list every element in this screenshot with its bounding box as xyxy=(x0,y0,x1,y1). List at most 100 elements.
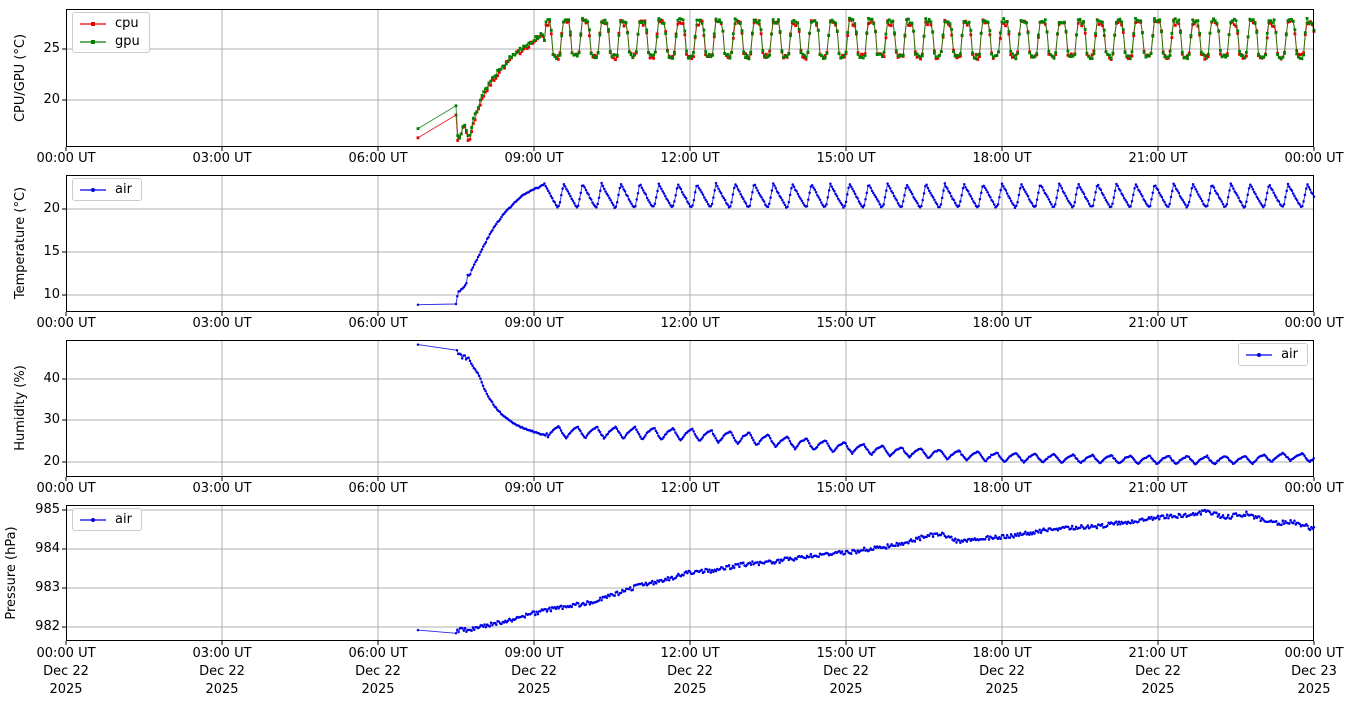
x-tick-label: 09:00 UT Dec 22 2025 xyxy=(489,645,579,699)
x-tick-label: 00:00 UT xyxy=(36,316,96,331)
series-markers-air xyxy=(416,508,1316,635)
x-tick-label: 15:00 UT xyxy=(816,316,876,331)
x-tick-label: 15:00 UT xyxy=(816,151,876,166)
x-tick-date: Dec 22 xyxy=(355,664,401,679)
x-tick-label: 12:00 UT xyxy=(660,316,720,331)
y-axis-label-cpu-gpu: CPU/GPU (°C) xyxy=(13,33,28,123)
x-tick-label: 21:00 UT Dec 22 2025 xyxy=(1113,645,1203,699)
x-tick-date: Dec 23 xyxy=(1291,664,1337,679)
x-tick-year: 2025 xyxy=(517,682,551,697)
x-tick-year: 2025 xyxy=(829,682,863,697)
x-tick-label: 12:00 UT xyxy=(660,481,720,496)
x-tick-label: 00:00 UT xyxy=(36,151,96,166)
x-tick-year: 2025 xyxy=(673,682,707,697)
x-tick-time: 03:00 UT xyxy=(192,646,252,661)
y-tick-label: 982 xyxy=(35,618,60,634)
x-tick-label: 00:00 UT Dec 23 2025 xyxy=(1269,645,1355,699)
legend-entry-gpu: gpu xyxy=(78,34,140,49)
x-tick-label: 21:00 UT xyxy=(1128,316,1188,331)
x-tick-time: 06:00 UT xyxy=(348,646,408,661)
y-tick-label: 984 xyxy=(35,540,60,556)
y-tick-label: 985 xyxy=(35,501,60,517)
axes-frame xyxy=(66,175,1314,312)
legend-label: gpu xyxy=(115,34,140,49)
series-markers-air xyxy=(416,181,1316,306)
y-tick-label: 40 xyxy=(43,370,60,386)
y-axis-label-humidity: Humidity (%) xyxy=(13,365,28,451)
x-tick-label: 09:00 UT xyxy=(504,151,564,166)
y-axis-label-temperature: Temperature (°C) xyxy=(13,186,28,300)
legend-entry-air: air xyxy=(1244,347,1298,362)
legend-marker-air xyxy=(80,517,106,522)
legend-marker-air xyxy=(80,187,106,192)
chart-canvas-humidity xyxy=(62,340,1315,481)
plot-area-temperature: air xyxy=(62,175,1316,316)
legend-label: air xyxy=(115,512,132,527)
x-tick-label: 00:00 UT xyxy=(1284,316,1344,331)
x-tick-year: 2025 xyxy=(985,682,1019,697)
x-tick-label: 09:00 UT xyxy=(504,481,564,496)
series-markers-gpu xyxy=(416,16,1316,140)
x-tick-label: 03:00 UT xyxy=(192,151,252,166)
x-tick-label: 21:00 UT xyxy=(1128,481,1188,496)
x-tick-label: 12:00 UT Dec 22 2025 xyxy=(645,645,735,699)
y-tick-label: 20 xyxy=(43,454,60,470)
legend-humidity: air xyxy=(1238,343,1308,366)
x-tick-date: Dec 22 xyxy=(511,664,557,679)
y-tick-label: 20 xyxy=(43,201,60,217)
x-tick-label: 18:00 UT Dec 22 2025 xyxy=(957,645,1047,699)
x-tick-label: 06:00 UT xyxy=(348,481,408,496)
x-tick-year: 2025 xyxy=(1297,682,1331,697)
x-tick-year: 2025 xyxy=(49,682,83,697)
legend-entry-air: air xyxy=(78,512,132,527)
x-tick-label: 06:00 UT xyxy=(348,316,408,331)
x-tick-time: 00:00 UT xyxy=(36,646,96,661)
x-tick-label: 00:00 UT xyxy=(36,481,96,496)
chart-canvas-pressure xyxy=(62,505,1316,645)
series-markers-air xyxy=(416,343,1315,466)
x-tick-label: 03:00 UT xyxy=(192,316,252,331)
x-tick-label: 06:00 UT Dec 22 2025 xyxy=(333,645,423,699)
x-tick-label: 18:00 UT xyxy=(972,481,1032,496)
series-line-gpu xyxy=(417,16,1315,140)
x-tick-year: 2025 xyxy=(361,682,395,697)
x-tick-year: 2025 xyxy=(1141,682,1175,697)
x-tick-label: 18:00 UT xyxy=(972,316,1032,331)
legend-entry-cpu: cpu xyxy=(78,16,140,31)
x-tick-date: Dec 22 xyxy=(979,664,1025,679)
x-tick-label: 21:00 UT xyxy=(1128,151,1188,166)
x-tick-date: Dec 22 xyxy=(1135,664,1181,679)
y-tick-label: 15 xyxy=(43,244,60,260)
x-tick-label: 09:00 UT xyxy=(504,316,564,331)
y-tick-label: 30 xyxy=(43,412,60,428)
legend-cpu-gpu-temperature: cpu gpu xyxy=(72,12,150,53)
series-line-air xyxy=(417,509,1315,634)
y-tick-label: 983 xyxy=(35,579,60,595)
x-tick-time: 18:00 UT xyxy=(972,646,1032,661)
x-tick-year: 2025 xyxy=(205,682,239,697)
x-tick-label: 12:00 UT xyxy=(660,151,720,166)
x-tick-time: 00:00 UT xyxy=(1284,646,1344,661)
plot-area-cpu-gpu: cpu gpu xyxy=(62,9,1316,151)
legend-label: cpu xyxy=(115,16,139,31)
x-tick-time: 09:00 UT xyxy=(504,646,564,661)
x-tick-label: 15:00 UT Dec 22 2025 xyxy=(801,645,891,699)
chart-canvas-cpu-gpu-temperature xyxy=(62,9,1316,151)
x-tick-time: 15:00 UT xyxy=(816,646,876,661)
x-tick-label: 00:00 UT Dec 22 2025 xyxy=(21,645,111,699)
x-tick-date: Dec 22 xyxy=(43,664,89,679)
x-tick-date: Dec 22 xyxy=(199,664,245,679)
y-tick-label: 25 xyxy=(43,40,60,56)
x-tick-label: 15:00 UT xyxy=(816,481,876,496)
legend-label: air xyxy=(115,182,132,197)
x-tick-time: 12:00 UT xyxy=(660,646,720,661)
chart-canvas-air-temperature xyxy=(62,175,1316,316)
x-tick-label: 18:00 UT xyxy=(972,151,1032,166)
plot-area-humidity: air xyxy=(62,340,1315,481)
legend-marker-cpu xyxy=(80,21,106,26)
x-tick-label: 06:00 UT xyxy=(348,151,408,166)
x-tick-label: 03:00 UT Dec 22 2025 xyxy=(177,645,267,699)
axes-frame xyxy=(66,340,1314,477)
x-tick-date: Dec 22 xyxy=(667,664,713,679)
plot-area-pressure: air xyxy=(62,505,1316,645)
